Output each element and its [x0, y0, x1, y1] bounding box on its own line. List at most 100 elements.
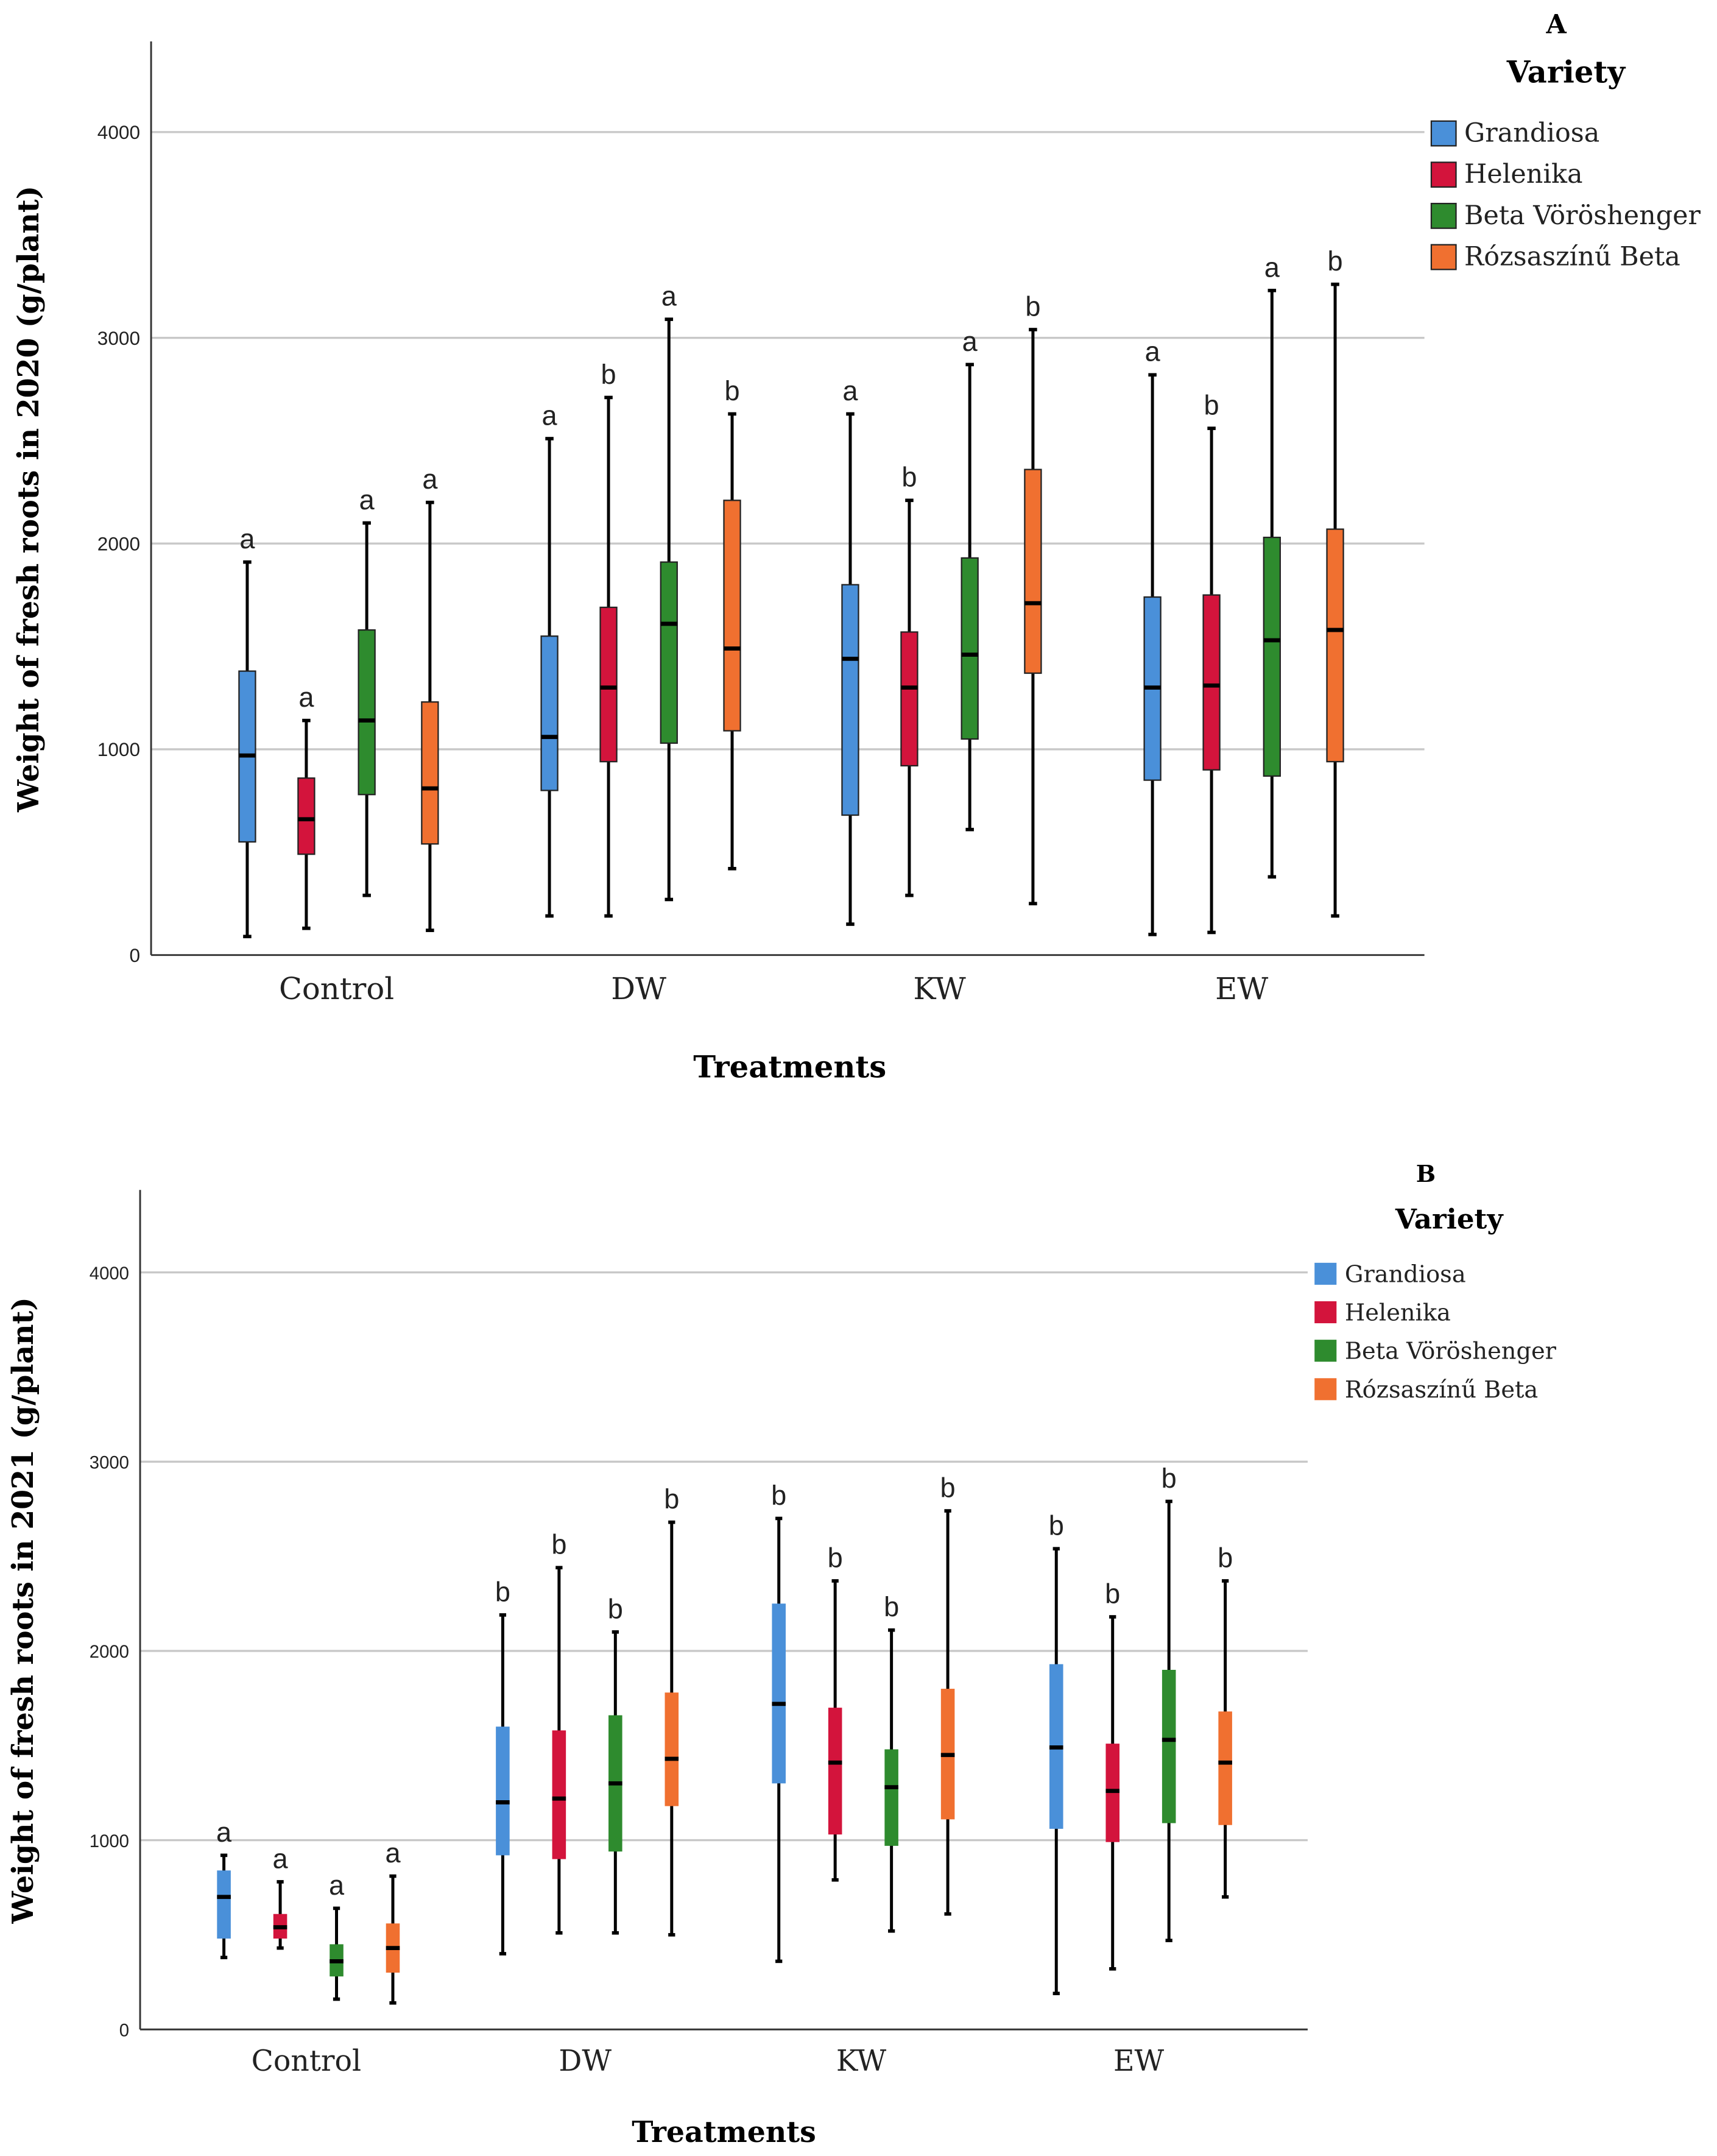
significance-letter: a [962, 326, 978, 357]
panel-label: A [1546, 9, 1567, 40]
significance-letter: b [901, 462, 917, 493]
panel-a: 0 1000 2000 3000 4000 Control DW KW EW a a a a a b b b a a… [12, 9, 1701, 1084]
x-tick-label: KW [836, 2045, 887, 2078]
box-r-zsasz-n-beta [421, 701, 439, 845]
y-tick-label: 2000 [90, 1642, 129, 1662]
y-tick-label: 3000 [97, 327, 140, 349]
significance-letter: b [664, 1483, 679, 1515]
legend-entry: Helenika [1464, 159, 1583, 189]
box-grandiosa [772, 1603, 786, 1784]
y-axis-title: Weight of fresh roots in 2020 (g/plant) [12, 186, 46, 813]
significance-letter: b [940, 1472, 956, 1503]
legend-swatch [1314, 1340, 1337, 1362]
significance-letter: a [273, 1843, 289, 1874]
x-tick-label: DW [559, 2045, 612, 2078]
legend-swatch [1314, 1262, 1337, 1285]
y-tick-label: 4000 [97, 121, 140, 143]
significance-letter: a [298, 682, 314, 713]
significance-letter: b [1204, 390, 1219, 421]
y-tick-label: 1000 [90, 1831, 129, 1851]
significance-letter: b [601, 359, 616, 390]
significance-letter: a [1145, 336, 1161, 367]
x-tick-label: DW [611, 971, 666, 1006]
significance-letter: b [1025, 291, 1040, 322]
box-grandiosa [841, 584, 859, 816]
x-axis-title: Treatments [693, 1048, 886, 1084]
significance-letter: a [422, 464, 438, 495]
box-beta-v-r-shenger [884, 1749, 898, 1846]
box-beta-v-r-shenger [1162, 1669, 1176, 1823]
significance-letter: a [359, 484, 375, 515]
box-helenika [828, 1708, 842, 1835]
box-beta-v-r-shenger [358, 629, 376, 796]
box-r-zsasz-n-beta [1024, 468, 1042, 674]
significance-letter: b [1218, 1542, 1233, 1573]
legend-entry: Beta Vöröshenger [1345, 1338, 1557, 1365]
legend: Variety Grandiosa Helenika Beta Vöröshenger… [1314, 1203, 1557, 1404]
box-grandiosa [540, 635, 559, 791]
legend-swatch [1430, 202, 1457, 229]
legend-swatch [1314, 1301, 1337, 1324]
box-helenika [552, 1730, 566, 1859]
box-r-zsasz-n-beta [665, 1692, 679, 1806]
significance-letter: a [1264, 252, 1280, 283]
legend-swatch [1430, 161, 1457, 188]
significance-letter: a [385, 1837, 401, 1868]
box-helenika [900, 631, 918, 767]
x-tick-label: EW [1113, 2045, 1165, 2078]
panel-label: B [1416, 1161, 1436, 1188]
significance-letter: a [329, 1870, 345, 1901]
y-tick-label: 4000 [90, 1264, 129, 1284]
significance-letter: b [608, 1593, 623, 1624]
legend-entry: Rózsaszínű Beta [1464, 242, 1680, 272]
box-r-zsasz-n-beta [1326, 528, 1344, 763]
legend-swatch [1430, 120, 1457, 147]
y-tick-label: 0 [129, 944, 140, 966]
box-r-zsasz-n-beta [723, 500, 741, 732]
legend-entry: Grandiosa [1464, 118, 1599, 149]
box-beta-v-r-shenger [961, 557, 979, 740]
legend-title: Variety [1506, 54, 1627, 90]
box-grandiosa [217, 1870, 231, 1939]
box-beta-v-r-shenger [1263, 536, 1281, 777]
x-axis-title: Treatments [632, 2116, 816, 2149]
significance-letter: a [842, 375, 858, 406]
panel-b: 0 1000 2000 3000 4000 Control DW KW EW a b b b a b b b a b… [7, 1161, 1557, 2149]
significance-letter: a [239, 523, 255, 554]
legend-title: Variety [1395, 1203, 1504, 1235]
significance-letter: b [551, 1529, 566, 1560]
legend: Variety Grandiosa Helenika Beta Vöröshenger… [1430, 54, 1701, 272]
legend-entry: Grandiosa [1345, 1260, 1466, 1288]
box-grandiosa [496, 1727, 510, 1856]
x-tick-label: Control [279, 971, 394, 1006]
y-axis-title: Weight of fresh roots in 2021 (g/plant) [7, 1297, 40, 1924]
box-r-zsasz-n-beta [1218, 1711, 1232, 1825]
significance-letter: b [1049, 1510, 1064, 1541]
legend-entry: Rózsaszínű Beta [1345, 1376, 1538, 1404]
significance-letter: b [884, 1591, 899, 1622]
significance-letter: a [542, 400, 558, 431]
x-tick-label: EW [1215, 971, 1268, 1006]
y-tick-label: 1000 [97, 738, 140, 760]
significance-letter: b [771, 1480, 786, 1511]
significance-letter: b [495, 1576, 510, 1607]
box-beta-v-r-shenger [660, 561, 678, 744]
legend-swatch [1314, 1378, 1337, 1401]
legend-swatch [1430, 244, 1457, 270]
significance-letter: a [661, 281, 677, 312]
significance-letter: b [1105, 1578, 1120, 1609]
significance-letter: b [828, 1542, 843, 1573]
significance-letter: b [1328, 246, 1343, 277]
significance-letter: b [724, 375, 739, 406]
box-helenika [297, 777, 316, 855]
box-helenika [1202, 594, 1221, 771]
legend-entry: Helenika [1345, 1299, 1451, 1327]
significance-letter: b [1162, 1463, 1177, 1494]
y-tick-label: 3000 [90, 1453, 129, 1473]
y-tick-label: 0 [119, 2021, 129, 2041]
x-tick-label: Control [252, 2045, 362, 2078]
box-helenika [599, 606, 618, 763]
legend-entry: Beta Vöröshenger [1464, 200, 1701, 231]
significance-letter: a [216, 1817, 232, 1848]
